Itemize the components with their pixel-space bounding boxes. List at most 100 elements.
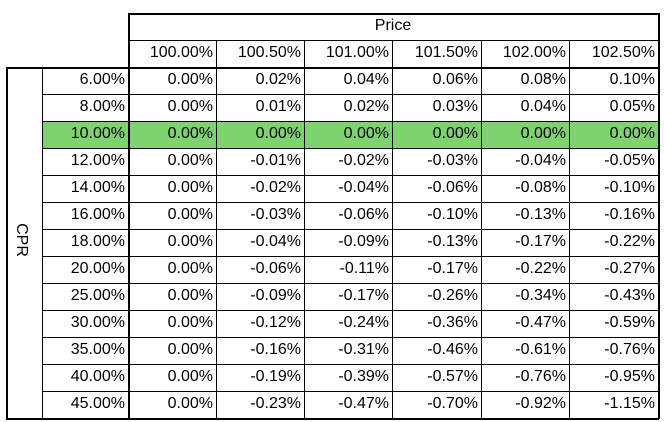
table-cell: -0.17% (338, 287, 389, 304)
grid-line (304, 40, 305, 419)
table-cell: 0.00% (609, 125, 655, 142)
table-cell: -0.11% (339, 260, 389, 277)
table-cell: -1.15% (604, 395, 655, 412)
grid-line (42, 364, 659, 365)
table-cell: 0.02% (343, 98, 389, 115)
cpr-row-label: 40.00% (70, 368, 125, 385)
table-cell: -0.39% (338, 368, 389, 385)
cpr-axis-label: CPR (7, 66, 35, 414)
table-cell: 0.00% (167, 98, 213, 115)
table-cell: -0.46% (427, 341, 478, 358)
table-cell: -0.10% (604, 179, 655, 196)
table-cell: -0.02% (338, 152, 389, 169)
cpr-row-label: 25.00% (70, 287, 125, 304)
table-cell: -0.17% (427, 260, 478, 277)
table-cell: 0.00% (255, 125, 301, 142)
grid-line (42, 202, 659, 203)
table-cell: -0.59% (604, 314, 655, 331)
price-header-cell: 100.50% (237, 44, 301, 61)
cpr-axis-text: CPR (13, 223, 30, 257)
table-cell: 0.00% (432, 125, 478, 142)
table-cell: 0.10% (609, 71, 655, 88)
cpr-row-label: 6.00% (79, 71, 125, 88)
table-cell: 0.00% (167, 152, 213, 169)
table-cell: 0.08% (520, 71, 566, 88)
cpr-row-label: 35.00% (70, 341, 125, 358)
table-cell: -0.76% (515, 368, 566, 385)
cpr-row-label: 16.00% (70, 206, 125, 223)
cpr-row-label: 14.00% (70, 179, 125, 196)
grid-line (128, 13, 659, 15)
table-cell: 0.00% (167, 368, 213, 385)
table-cell: -0.34% (515, 287, 566, 304)
grid-line (6, 67, 659, 69)
cpr-row-label: 12.00% (70, 152, 125, 169)
table-cell: 0.00% (167, 206, 213, 223)
table-cell: -0.47% (338, 395, 389, 412)
grid-line (128, 13, 130, 419)
table-cell: -0.22% (604, 233, 655, 250)
table-cell: 0.00% (520, 125, 566, 142)
table-cell: 0.00% (167, 71, 213, 88)
price-header-cell: 102.50% (591, 44, 655, 61)
grid-line (42, 67, 43, 419)
price-header-cell: 102.00% (502, 44, 566, 61)
price-group-header: Price (374, 17, 412, 34)
table-cell: 0.00% (167, 260, 213, 277)
grid-line (42, 337, 659, 338)
table-cell: -0.05% (604, 152, 655, 169)
table-cell: -0.95% (604, 368, 655, 385)
table-cell: -0.13% (427, 233, 478, 250)
grid-line (6, 67, 8, 419)
grid-line (216, 40, 217, 419)
grid-line (658, 13, 660, 419)
table-cell: -0.06% (250, 260, 301, 277)
table-cell: -0.27% (604, 260, 655, 277)
grid-line (42, 121, 659, 122)
cpr-row-label: 8.00% (79, 98, 125, 115)
table-cell: -0.09% (338, 233, 389, 250)
table-cell: 0.02% (255, 71, 301, 88)
highlighted-row-bg (42, 121, 658, 148)
table-cell: 0.06% (432, 71, 478, 88)
grid-line (42, 148, 659, 149)
table-cell: -0.03% (427, 152, 478, 169)
table-cell: -0.17% (515, 233, 566, 250)
table-cell: -0.03% (250, 206, 301, 223)
table-cell: 0.01% (255, 98, 301, 115)
table-cell: -0.16% (604, 206, 655, 223)
table-cell: -0.70% (427, 395, 478, 412)
table-cell: -0.04% (338, 179, 389, 196)
table-cell: -0.47% (515, 314, 566, 331)
table-cell: -0.23% (250, 395, 301, 412)
table-cell: -0.36% (427, 314, 478, 331)
table-cell: -0.31% (338, 341, 389, 358)
table-cell: 0.05% (609, 98, 655, 115)
table-cell: -0.06% (338, 206, 389, 223)
grid-line (42, 310, 659, 311)
table-cell: 0.04% (520, 98, 566, 115)
table-cell: 0.00% (167, 179, 213, 196)
table-cell: -0.13% (515, 206, 566, 223)
cpr-row-label: 45.00% (70, 395, 125, 412)
table-cell: 0.00% (167, 314, 213, 331)
grid-line (42, 391, 659, 392)
table-cell: -0.09% (250, 287, 301, 304)
table-cell: -0.04% (250, 233, 301, 250)
grid-line (42, 229, 659, 230)
table-cell: -0.12% (250, 314, 301, 331)
table-cell: 0.00% (167, 395, 213, 412)
table-cell: 0.00% (343, 125, 389, 142)
table-cell: 0.03% (432, 98, 478, 115)
table-cell: -0.16% (250, 341, 301, 358)
table-cell: -0.10% (427, 206, 478, 223)
cpr-row-label: 30.00% (70, 314, 125, 331)
table-cell: 0.00% (167, 125, 213, 142)
table-cell: -0.24% (338, 314, 389, 331)
grid-line (42, 94, 659, 95)
table-cell: 0.00% (167, 287, 213, 304)
table-cell: -0.19% (250, 368, 301, 385)
cpr-row-label: 10.00% (70, 125, 125, 142)
cpr-row-label: 20.00% (70, 260, 125, 277)
grid-line (42, 283, 659, 284)
